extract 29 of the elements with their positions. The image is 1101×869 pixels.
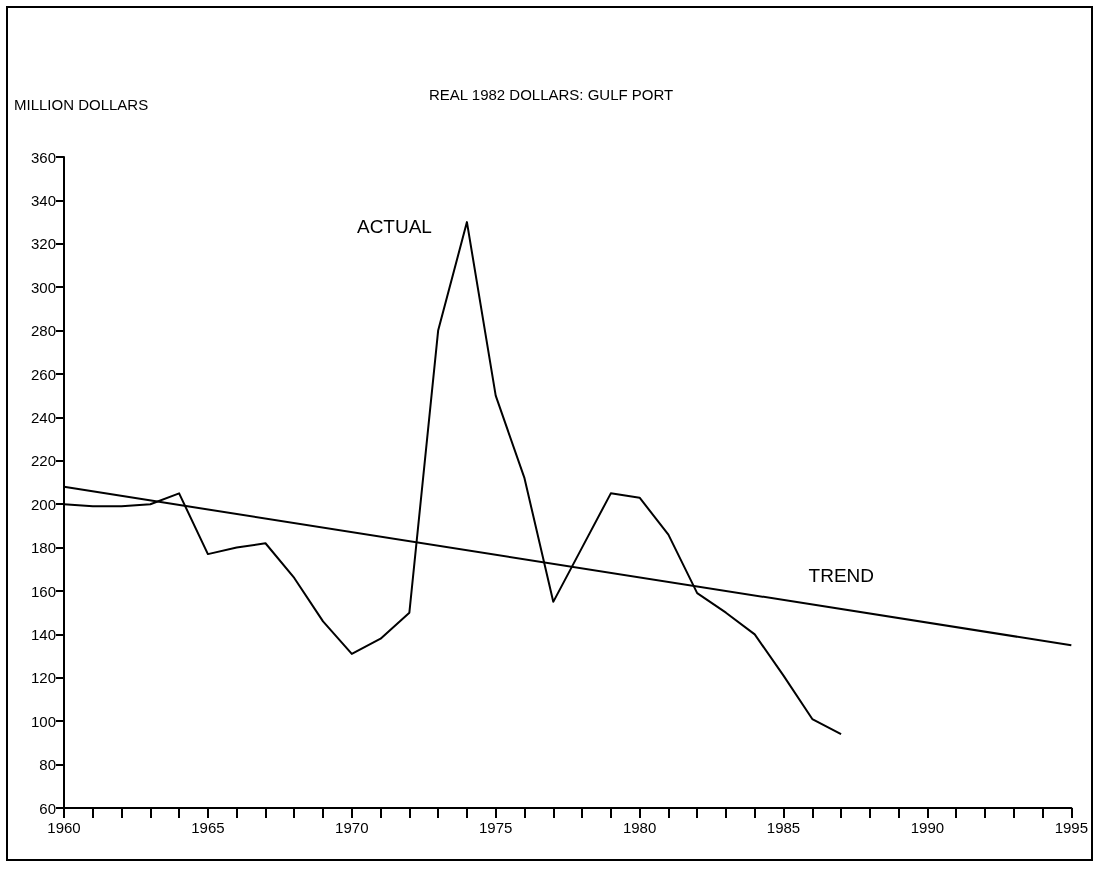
chart-title: REAL 1982 DOLLARS: GULF PORT <box>429 86 674 103</box>
x-tick-label: 1995 <box>1054 819 1088 836</box>
y-tick-label: 160 <box>30 582 56 600</box>
series-label: TREND <box>808 565 875 587</box>
y-tick-label: 120 <box>30 669 56 687</box>
x-tick-label: 1985 <box>766 819 801 836</box>
y-tick-label: 100 <box>30 712 56 730</box>
y-tick-label: 320 <box>30 235 56 253</box>
series-label: ACTUAL <box>356 215 432 237</box>
y-tick-label: 180 <box>30 539 56 557</box>
y-tick-label: 300 <box>30 278 56 296</box>
frame: MILLION DOLLARS 60 80 100 120 140 160 180 200 220 240 260 280 300 320 340 360 1960 1965 1970 1975 1980 1985 1990 1995 ACTUAL TREND REAL 1982 DOLLARS: GULF PORT <box>6 6 1093 861</box>
y-tick-label: 340 <box>30 191 56 209</box>
x-tick-label: 1980 <box>622 819 657 836</box>
x-tick-label: 1970 <box>335 819 369 836</box>
y-tick-label: 240 <box>30 408 56 426</box>
y-tick-label: 280 <box>30 322 56 340</box>
x-tick-label: 1990 <box>910 819 945 836</box>
x-tick-label: 1975 <box>479 819 513 836</box>
y-tick-label: 80 <box>39 756 56 774</box>
y-tick-label: 360 <box>30 148 56 166</box>
x-tick-label: 1960 <box>47 819 81 836</box>
y-tick-label: 140 <box>30 625 56 643</box>
y-tick-label: 60 <box>39 799 56 817</box>
y-tick-label: 260 <box>30 365 56 383</box>
x-tick-label: 1965 <box>191 819 225 836</box>
y-tick-label: 200 <box>30 495 56 513</box>
y-tick-label: 220 <box>30 452 56 470</box>
y-axis-title: MILLION DOLLARS <box>14 96 149 113</box>
